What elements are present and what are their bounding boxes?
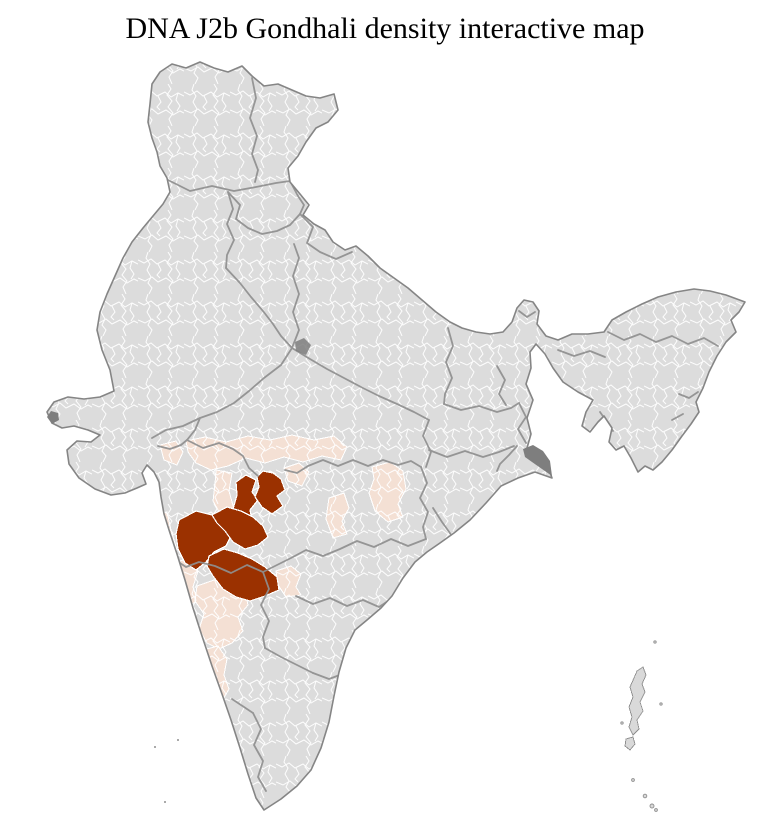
state-borders bbox=[151, 77, 719, 792]
high-density-districts[interactable] bbox=[157, 470, 286, 602]
island bbox=[624, 736, 636, 751]
island-dot bbox=[177, 739, 179, 741]
island-dot bbox=[654, 808, 658, 812]
island-dot bbox=[631, 778, 635, 782]
island-dot bbox=[649, 803, 655, 809]
island bbox=[628, 666, 647, 736]
high-density-district[interactable] bbox=[206, 548, 280, 602]
island-dot bbox=[659, 702, 663, 706]
andaman-nicobar-islands bbox=[620, 640, 663, 812]
map-title: DNA J2b Gondhali density interactive map bbox=[125, 12, 645, 45]
india-outline bbox=[46, 61, 746, 811]
delhi-area bbox=[295, 338, 311, 355]
lakshadweep-islands bbox=[154, 739, 179, 803]
kutch-islet bbox=[47, 411, 59, 424]
sundarbans-area bbox=[523, 445, 552, 476]
high-density-district[interactable] bbox=[211, 506, 269, 550]
island-dot bbox=[620, 721, 624, 725]
island-dot bbox=[154, 746, 156, 748]
island-dot bbox=[642, 793, 648, 799]
district-boundaries-mesh bbox=[47, 62, 745, 810]
island-dot bbox=[653, 640, 657, 644]
high-density-district[interactable] bbox=[157, 521, 168, 545]
high-density-district[interactable] bbox=[254, 470, 286, 515]
island-dot bbox=[164, 801, 166, 803]
